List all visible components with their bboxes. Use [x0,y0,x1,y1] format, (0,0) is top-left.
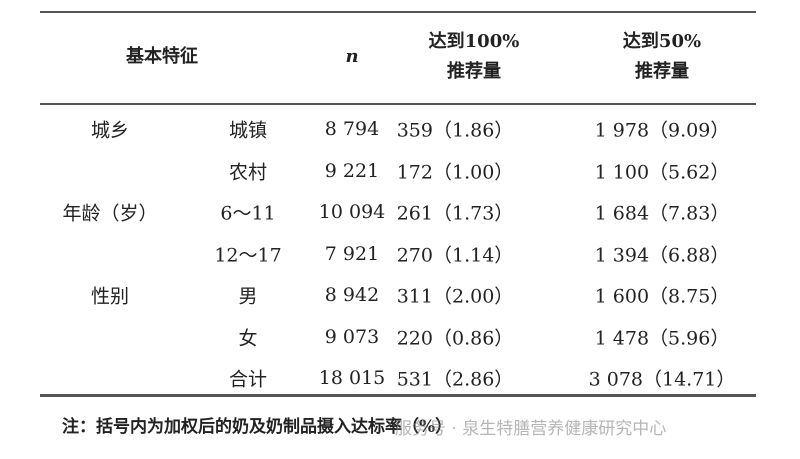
table-cell-r50: 1 978（9.09） [594,119,730,142]
watermark: 服务号 · 泉生特膳营养健康研究中心 [395,419,667,439]
table-cell-sub: 合计 [228,368,268,391]
table-cell-sub: 女 [238,327,258,349]
table-note: 注：括号内为加权后的奶及奶制品摄入达标率（%） [62,417,453,437]
table-cell-n: 8 942 [324,284,380,306]
table-cell-r50: 1 684（7.83） [594,202,730,225]
table-cell-n: 7 921 [324,242,380,265]
table-cell-r100: 261（1.73） [396,202,514,225]
group-label: 性别 [90,285,130,308]
bottom-rule [40,394,756,397]
table-cell-r100: 311（2.00） [396,285,514,308]
table-cell-sub: 男 [238,285,258,308]
table-cell-sub: 12～17 [214,244,282,266]
header-reach50-line2: 推荐量 [635,61,689,82]
header-reach50-line1: 达到50% [622,31,702,52]
header-n: n [345,46,359,67]
header-reach100-line1: 达到100% [428,31,520,52]
table-cell-r50: 1 478（5.96） [594,327,730,349]
table-cell-n: 8 794 [324,118,380,140]
table-cell-r50: 1 100（5.62） [594,161,730,183]
table-cell-r50: 1 394（6.88） [594,244,730,266]
group-label: 城乡 [90,119,130,142]
table-cell-r100: 220（0.86） [396,327,514,349]
table-cell-r100: 270（1.14） [396,244,514,266]
table-cell-n: 9 073 [324,325,380,348]
table-cell-sub: 6～11 [220,202,276,225]
table-cell-r50: 1 600（8.75） [594,285,730,308]
table-cell-n: 18 015 [318,367,386,389]
header-feature: 基本特征 [126,46,198,67]
top-rule [40,11,756,13]
header-rule [40,103,756,105]
table-cell-r100: 531（2.86） [396,368,514,391]
table-cell-sub: 农村 [228,161,268,183]
header-reach50: 达到50% 推荐量 [623,27,701,87]
header-reach100: 达到100% 推荐量 [429,27,520,87]
table-cell-r100: 172（1.00） [396,161,514,183]
header-reach100-line2: 推荐量 [447,61,501,82]
table-cell-r50: 3 078（14.71） [588,368,736,391]
group-label: 年龄（岁） [62,202,158,225]
table-cell-sub: 城镇 [228,119,268,142]
table-cell-n: 10 094 [318,201,386,223]
table-cell-n: 9 221 [324,159,380,182]
table-cell-r100: 359（1.86） [396,119,514,142]
